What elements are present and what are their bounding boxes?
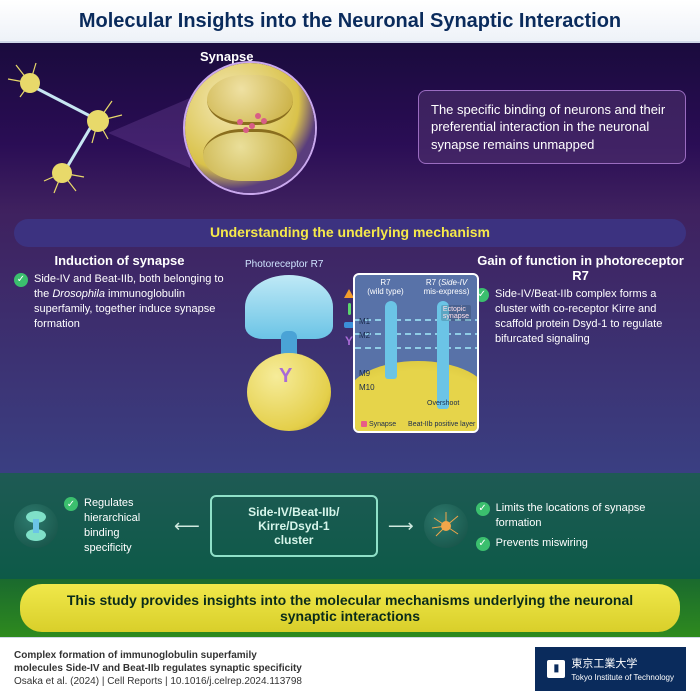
gain-heading: Gain of function in photoreceptor R7 [475,253,686,283]
gain-of-function-diagram: R7(wild type) R7 (Side-IVmis-express) M1… [353,273,479,433]
institution-logo: ▮ 東京工業大学Tokyo Institute of Technology [535,647,686,691]
logo-mark-icon: ▮ [547,660,565,678]
synapse-zoom-icon [185,63,315,193]
induction-bullet: ✓ Side-IV and Beat-IIb, both belonging t… [14,272,225,331]
gain-bullet: ✓ Side-IV/Beat-IIb complex forms a clust… [475,287,686,346]
arrow-right-icon: ⟶ [386,516,416,537]
photoreceptor-label: Photoreceptor R7 [245,259,323,270]
gain-legend: Synapse Beat-IIb positive layer [361,421,475,428]
citation: Complex formation of immunoglobulin supe… [14,649,302,688]
neuron-small-icon [424,504,468,548]
check-icon: ✓ [14,273,28,287]
photoreceptor-diagram: Photoreceptor R7 Y Dsyd-1 Kirre Side-IV … [235,275,343,431]
main-title: Molecular Insights into the Neuronal Syn… [0,10,700,33]
title-band: Molecular Insights into the Neuronal Syn… [0,0,700,43]
induction-text: Side-IV and Beat-IIb, both belonging to … [34,272,225,331]
conclusion-panel: This study provides insights into the mo… [0,579,700,637]
mechanism-title-pill: Understanding the underlying mechanism [14,219,686,247]
arrow-left-icon: ⟵ [172,516,202,537]
hero-text-box: The specific binding of neurons and thei… [418,90,686,165]
wild-type-label: R7(wild type) [355,275,416,303]
hero-panel: Synapse [0,43,700,211]
check-icon: ✓ [476,502,490,516]
cluster-left: ✓Regulates hierarchical binding specific… [14,496,164,555]
cluster-right: ✓Limits the locations of synapse formati… [424,501,686,551]
projector-beam [108,98,190,168]
mechanism-panel: Understanding the underlying mechanism I… [0,211,700,473]
cluster-center-box: Side-IV/Beat-IIb/Kirre/Dsyd-1cluster [210,495,378,557]
gain-text: Side-IV/Beat-IIb complex forms a cluster… [495,287,686,346]
cluster-panel: ✓Regulates hierarchical binding specific… [0,473,700,579]
hero-illustration: Synapse [0,43,418,211]
ectopic-label: Ectopicsynapse [441,305,471,321]
induction-column: Induction of synapse ✓ Side-IV and Beat-… [14,253,225,346]
induction-heading: Induction of synapse [14,253,225,268]
gain-column: Gain of function in photoreceptor R7 ✓ S… [475,253,686,346]
synapse-label: Synapse [200,49,253,64]
check-icon: ✓ [64,497,78,511]
conclusion-pill: This study provides insights into the mo… [20,584,680,632]
infographic-page: Molecular Insights into the Neuronal Syn… [0,0,700,700]
mechanism-title: Understanding the underlying mechanism [210,224,490,240]
check-icon: ✓ [476,537,490,551]
footer: Complex formation of immunoglobulin supe… [0,637,700,699]
misexpress-label: R7 (Side-IVmis-express) [416,275,477,303]
hero-box-text: The specific binding of neurons and thei… [418,90,686,165]
binding-icon [14,504,58,548]
diagram-column: Photoreceptor R7 Y Dsyd-1 Kirre Side-IV … [235,253,465,346]
